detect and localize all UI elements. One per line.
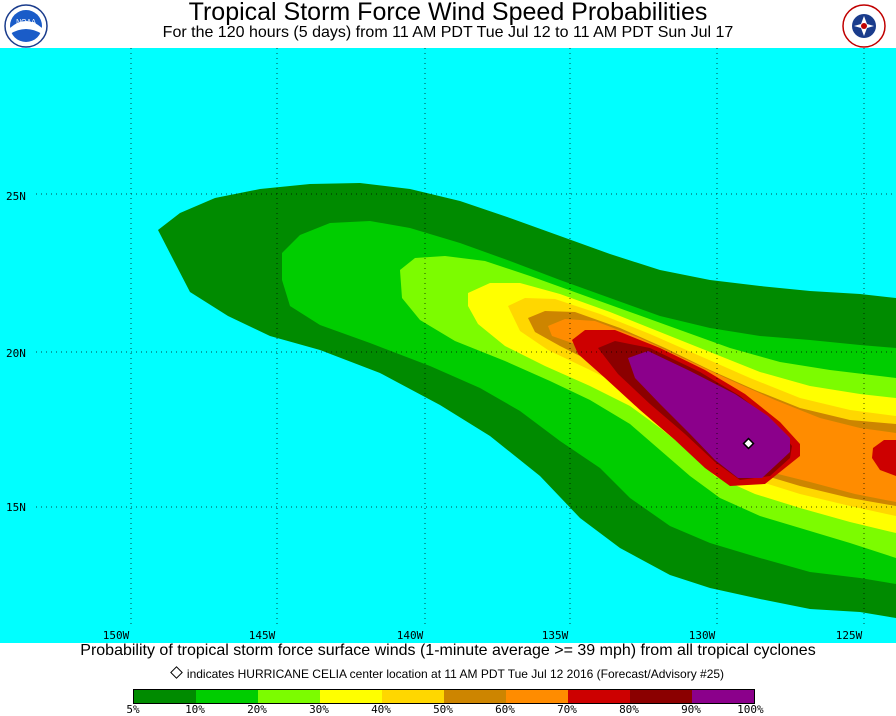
noaa-logo-text: NOAA <box>16 19 36 26</box>
diamond-marker-icon <box>170 666 183 679</box>
legend-label: 20% <box>247 703 267 716</box>
probability-map: 150W 145W 140W 135W 130W 125W 25N 20N 15… <box>0 48 896 643</box>
legend-label: 5% <box>126 703 140 716</box>
noaa-logo-icon: NOAA <box>4 4 48 48</box>
lat-label-25n: 25N <box>6 190 26 203</box>
hurricane-center-marker-icon <box>742 437 755 450</box>
legend-label: 50% <box>433 703 453 716</box>
lat-label-20n: 20N <box>6 347 26 360</box>
lon-label-130w: 130W <box>689 629 716 642</box>
legend-label: 70% <box>557 703 577 716</box>
lon-label-150w: 150W <box>103 629 130 642</box>
probability-legend <box>133 689 755 704</box>
legend-label: 90% <box>681 703 701 716</box>
nws-logo-icon <box>842 4 886 48</box>
marker-note-text: indicates HURRICANE CELIA center locatio… <box>186 667 725 681</box>
legend-swatch <box>134 690 196 703</box>
legend-swatch <box>320 690 382 703</box>
legend-label: 60% <box>495 703 515 716</box>
legend-label: 80% <box>619 703 639 716</box>
legend-swatch <box>630 690 692 703</box>
marker-note: indicates HURRICANE CELIA center locatio… <box>0 666 896 681</box>
legend-swatch <box>506 690 568 703</box>
page-title: Tropical Storm Force Wind Speed Probabil… <box>188 0 708 26</box>
lon-label-140w: 140W <box>397 629 424 642</box>
longitude-labels: 150W 145W 140W 135W 130W 125W <box>103 629 863 642</box>
legend-swatch <box>258 690 320 703</box>
legend-label: 40% <box>371 703 391 716</box>
legend-swatch <box>382 690 444 703</box>
legend-swatch <box>196 690 258 703</box>
latitude-labels: 25N 20N 15N <box>6 190 26 514</box>
legend-swatch <box>444 690 506 703</box>
page-subtitle: For the 120 hours (5 days) from 11 AM PD… <box>162 24 734 41</box>
lat-label-15n: 15N <box>6 501 26 514</box>
legend-swatch <box>568 690 630 703</box>
grid-lines <box>36 48 896 628</box>
legend-swatch <box>692 690 754 703</box>
probability-band-70-east <box>872 440 896 476</box>
lon-label-135w: 135W <box>542 629 569 642</box>
legend-label: 100% <box>737 703 764 716</box>
map-caption: Probability of tropical storm force surf… <box>80 642 816 659</box>
legend-label: 30% <box>309 703 329 716</box>
lon-label-145w: 145W <box>249 629 276 642</box>
header: NOAA Tropical Storm Force Wind Speed Pro… <box>0 0 896 48</box>
legend-label: 10% <box>185 703 205 716</box>
lon-label-125w: 125W <box>836 629 863 642</box>
legend-labels: 5% 10% 20% 30% 40% 50% 60% 70% 80% 90% 100% <box>0 703 896 716</box>
